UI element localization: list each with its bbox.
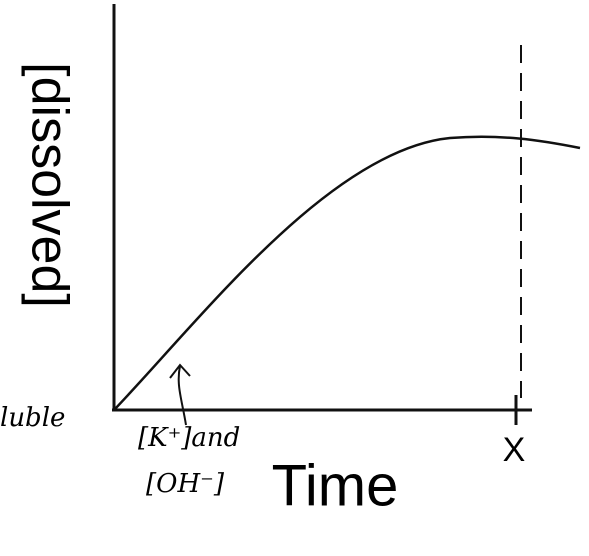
marker-label: X — [503, 431, 526, 469]
diagram: [dissolved] Time X [K⁺]and [OH⁻] luble — [0, 0, 589, 556]
x-axis-label: Time — [272, 453, 399, 518]
curve-label-line2: [OH⁻] — [146, 469, 225, 499]
curve-label-line1: [K⁺]and — [138, 423, 240, 453]
y-axis-label: [dissolved] — [20, 62, 78, 308]
left-label: luble — [0, 403, 65, 433]
